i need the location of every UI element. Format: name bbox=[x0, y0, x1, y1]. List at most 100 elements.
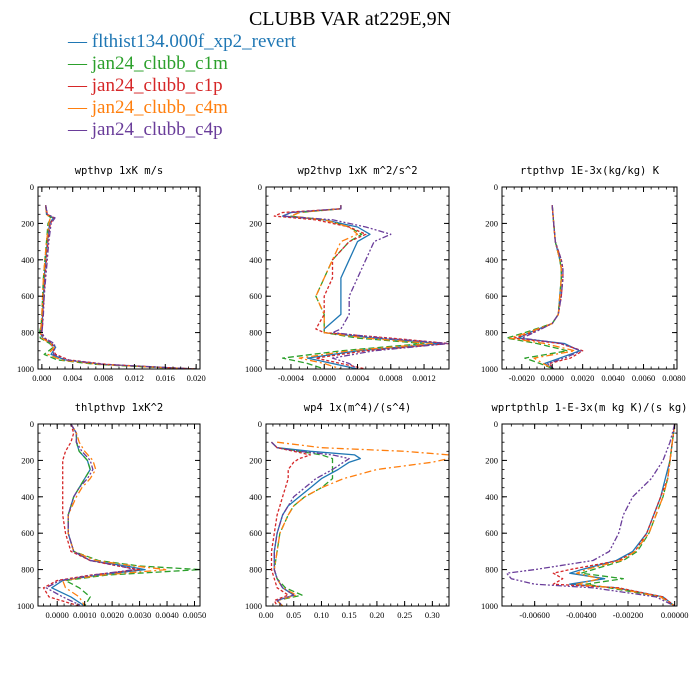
series-group bbox=[505, 205, 584, 369]
x-tick-label: 0.05 bbox=[286, 610, 301, 620]
legend-line-marker: — bbox=[68, 97, 87, 118]
series-group bbox=[42, 424, 200, 606]
y-tick-label: 1000 bbox=[481, 364, 498, 374]
x-tick-label: 0.004 bbox=[63, 373, 83, 383]
x-tick-label: 0.0050 bbox=[183, 610, 206, 620]
legend-entry: — jan24_clubb_c1p bbox=[68, 75, 296, 97]
legend: — flthist134.000f_xp2_revert — jan24_club… bbox=[68, 31, 296, 141]
x-tick-label: 0.0004 bbox=[346, 373, 370, 383]
y-tick-label: 200 bbox=[249, 218, 262, 228]
series-line-5 bbox=[41, 205, 197, 369]
legend-entry: — jan24_clubb_c1m bbox=[68, 53, 296, 75]
y-tick-label: 600 bbox=[249, 528, 262, 538]
y-tick-label: 800 bbox=[249, 328, 262, 338]
figure-title: CLUBB VAR at229E,9N bbox=[248, 8, 452, 30]
x-tick-label: 0.0040 bbox=[601, 373, 624, 383]
x-tick-label: 0.0008 bbox=[379, 373, 402, 383]
x-tick-label: 0.000 bbox=[32, 373, 51, 383]
y-tick-label: 400 bbox=[21, 492, 34, 502]
legend-line-marker: — bbox=[68, 53, 87, 74]
series-line-5 bbox=[506, 424, 676, 606]
y-tick-label: 1000 bbox=[245, 601, 262, 611]
x-tick-label: 0.0060 bbox=[632, 373, 655, 383]
legend-entry: — jan24_clubb_c4p bbox=[68, 119, 296, 141]
series-group bbox=[273, 205, 449, 369]
x-tick-label: 0.0000 bbox=[541, 373, 564, 383]
x-tick-label: 0.0020 bbox=[571, 373, 594, 383]
series-line-4 bbox=[576, 424, 676, 606]
series-line-2 bbox=[38, 205, 197, 369]
series-line-2 bbox=[271, 441, 334, 606]
legend-entry: — jan24_clubb_c4m bbox=[68, 97, 296, 119]
y-tick-label: 1000 bbox=[17, 364, 34, 374]
series-line-5 bbox=[281, 205, 449, 369]
x-tick-label: 0.00000 bbox=[661, 610, 689, 620]
y-tick-label: 800 bbox=[485, 328, 498, 338]
x-tick-label: -0.0020 bbox=[509, 373, 535, 383]
series-line-3 bbox=[40, 205, 197, 369]
chart-panel: wprtpthlp 1-E-3x(m kg K)/(s kg) 0 200 400 60… bbox=[481, 402, 688, 620]
series-group bbox=[506, 424, 676, 606]
legend-label: jan24_clubb_c1m bbox=[91, 53, 228, 74]
y-tick-label: 600 bbox=[485, 291, 498, 301]
series-line-3 bbox=[42, 424, 141, 606]
x-tick-label: 0.20 bbox=[369, 610, 384, 620]
y-tick-label: 800 bbox=[21, 565, 34, 575]
y-tick-label: 200 bbox=[21, 218, 34, 228]
legend-entry: — flthist134.000f_xp2_revert bbox=[68, 31, 296, 53]
y-tick-label: 200 bbox=[485, 218, 498, 228]
y-tick-label: 200 bbox=[485, 455, 498, 465]
x-tick-label: 0.0040 bbox=[155, 610, 178, 620]
x-tick-label: -0.0004 bbox=[278, 373, 305, 383]
x-tick-label: 0.0020 bbox=[100, 610, 123, 620]
series-line-5 bbox=[521, 205, 582, 369]
y-tick-label: 1000 bbox=[245, 364, 262, 374]
y-tick-label: 800 bbox=[249, 565, 262, 575]
chart-title: wprtpthlp 1-E-3x(m kg K)/(s kg) bbox=[492, 402, 688, 414]
chart-title: wp2thvp 1xK m^2/s^2 bbox=[297, 165, 417, 177]
legend-label: jan24_clubb_c1p bbox=[91, 75, 223, 96]
x-tick-label: 0.0030 bbox=[128, 610, 151, 620]
series-line-1 bbox=[271, 441, 361, 606]
y-tick-label: 0 bbox=[258, 419, 262, 429]
legend-line-marker: — bbox=[68, 75, 87, 96]
legend-label: flthist134.000f_xp2_revert bbox=[91, 31, 296, 52]
y-tick-label: 400 bbox=[485, 255, 498, 265]
y-tick-label: 600 bbox=[21, 528, 34, 538]
x-tick-label: 0.0080 bbox=[662, 373, 685, 383]
y-tick-label: 0 bbox=[30, 182, 34, 192]
chart-panel: thlpthvp 1xK^2 0 200 400 600 800 1000 0.0000 0.0… bbox=[17, 402, 206, 620]
y-tick-label: 0 bbox=[494, 182, 498, 192]
y-tick-label: 400 bbox=[21, 255, 34, 265]
y-tick-label: 0 bbox=[258, 182, 262, 192]
series-line-2 bbox=[64, 424, 200, 606]
y-tick-label: 600 bbox=[249, 291, 262, 301]
y-tick-label: 800 bbox=[485, 565, 498, 575]
chart-title: wpthvp 1xK m/s bbox=[75, 165, 164, 177]
y-tick-label: 400 bbox=[249, 255, 262, 265]
chart-title: rtpthvp 1E-3x(kg/kg) K bbox=[520, 165, 660, 177]
y-tick-label: 800 bbox=[21, 328, 34, 338]
x-tick-label: -0.00600 bbox=[519, 610, 549, 620]
series-line-4 bbox=[39, 205, 197, 369]
series-line-3 bbox=[273, 205, 449, 369]
legend-label: jan24_clubb_c4p bbox=[91, 119, 223, 140]
x-tick-label: 0.0012 bbox=[412, 373, 435, 383]
chart-title: wp4 1x(m^4)/(s^4) bbox=[304, 402, 411, 414]
y-tick-label: 0 bbox=[30, 419, 34, 429]
series-line-1 bbox=[39, 205, 197, 369]
legend-line-marker: — bbox=[68, 119, 87, 140]
y-tick-label: 400 bbox=[249, 492, 262, 502]
series-line-4 bbox=[273, 441, 449, 606]
series-line-2 bbox=[505, 205, 569, 369]
x-tick-label: 0.012 bbox=[125, 373, 144, 383]
y-tick-label: 1000 bbox=[17, 601, 34, 611]
series-line-2 bbox=[580, 424, 676, 606]
y-tick-label: 400 bbox=[485, 492, 498, 502]
plot-frame bbox=[265, 423, 450, 607]
series-group bbox=[38, 205, 197, 369]
x-tick-label: 0.00 bbox=[259, 610, 274, 620]
